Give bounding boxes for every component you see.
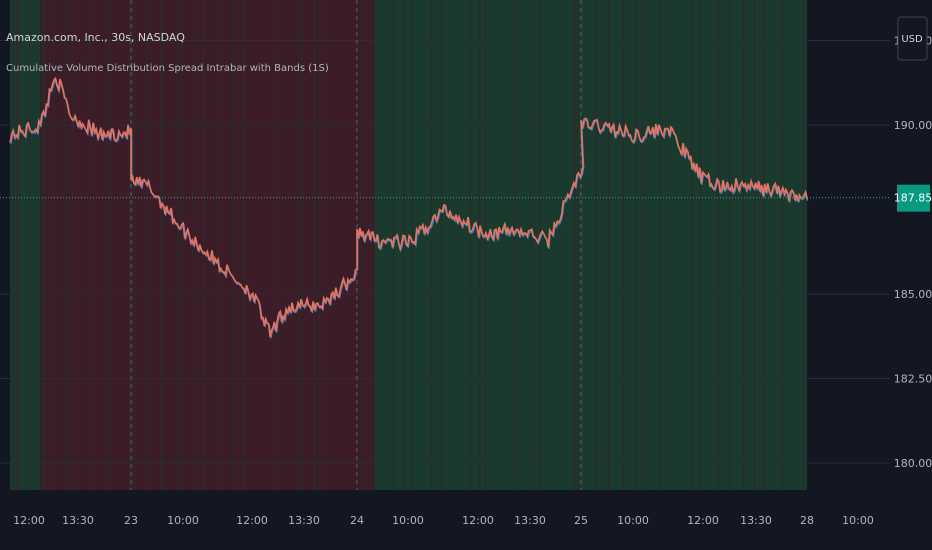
x-tick-label: 13:30: [740, 514, 772, 527]
regime-stripe: [623, 0, 625, 490]
x-tick-label: 10:00: [617, 514, 649, 527]
x-tick-label: 10:00: [392, 514, 424, 527]
regime-stripe: [301, 0, 303, 490]
x-tick-label: 10:00: [842, 514, 874, 527]
currency-label[interactable]: USD: [901, 34, 923, 45]
regime-stripe: [29, 0, 31, 490]
x-tick-label: 12:00: [236, 514, 268, 527]
regime-stripe: [181, 0, 183, 490]
regime-stripe: [129, 0, 131, 490]
regime-stripe: [530, 0, 532, 490]
regime-stripe: [19, 0, 21, 490]
regime-stripe: [43, 0, 46, 490]
regime-stripe: [232, 0, 234, 490]
regime-stripe: [431, 0, 433, 490]
regime-stripe: [243, 0, 245, 490]
indicator-title: Cumulative Volume Distribution Spread In…: [6, 63, 329, 74]
regime-stripe: [277, 0, 279, 490]
price-line: [9, 76, 808, 338]
regime-stripe: [412, 0, 414, 490]
regime-stripe: [89, 0, 91, 490]
regime-stripe: [729, 0, 731, 490]
last-price-value: 187.85: [894, 192, 932, 205]
regime-stripe: [403, 0, 405, 490]
x-tick-label: 12:00: [13, 514, 45, 527]
x-tick-label: 12:00: [687, 514, 719, 527]
regime-stripe: [469, 0, 471, 490]
regime-stripe: [660, 0, 662, 490]
regime-stripe: [319, 0, 321, 490]
regime-stripe: [759, 0, 761, 490]
regime-stripe: [514, 0, 516, 490]
grid: [0, 40, 890, 464]
regime-stripe: [602, 0, 604, 490]
regime-stripe: [479, 0, 481, 490]
regime-stripe: [608, 0, 610, 490]
x-tick-label: 23: [124, 514, 138, 527]
regime-stripe: [72, 0, 74, 490]
x-tick-label: 28: [800, 514, 814, 527]
x-tick-label: 13:30: [62, 514, 94, 527]
x-tick-label: 25: [574, 514, 588, 527]
regime-stripe: [163, 0, 165, 490]
regime-stripe: [314, 0, 316, 490]
regime-stripe: [203, 0, 205, 490]
regime-stripe: [370, 0, 372, 490]
regime-stripe: [298, 0, 300, 490]
regime-band-green: [10, 0, 41, 490]
y-tick-label: 182.50: [894, 372, 932, 385]
y-tick-label: 190.00: [894, 119, 932, 132]
x-axis: 12:00 13:30 23 10:00 12:00 13:30 24 10:00 12:00 1…: [13, 514, 874, 527]
regime-band-red: [40, 0, 375, 490]
day-separators: [130, 0, 582, 490]
x-tick-label: 13:30: [288, 514, 320, 527]
regime-stripe: [642, 0, 644, 490]
regime-stripe: [133, 0, 135, 490]
regime-stripe: [691, 0, 693, 490]
regime-stripe: [146, 0, 148, 490]
regime-stripe: [743, 0, 745, 490]
regime-stripe: [109, 0, 111, 490]
series-layer: [9, 76, 809, 339]
last-price-tag: [897, 184, 930, 212]
regime-stripe: [64, 0, 66, 490]
regime-stripe: [177, 0, 179, 490]
symbol-title: Amazon.com, Inc., 30s, NASDAQ: [6, 31, 185, 44]
regime-stripe: [539, 0, 541, 490]
regime-stripe: [16, 0, 18, 490]
regime-band-green: [374, 0, 807, 490]
regime-stripe: [484, 0, 486, 490]
regime-stripe: [217, 0, 219, 490]
regime-stripe: [763, 0, 765, 490]
regime-stripe: [13, 0, 15, 490]
regime-stripe: [717, 0, 719, 490]
x-tick-label: 10:00: [167, 514, 199, 527]
regime-stripe: [781, 0, 783, 490]
regime-stripe: [635, 0, 637, 490]
regime-stripe: [803, 0, 805, 490]
x-tick-label: 24: [350, 514, 364, 527]
regime-stripe: [441, 0, 443, 490]
regime-bands: [10, 0, 807, 490]
currency-button[interactable]: [897, 16, 928, 61]
y-tick-label: 185.00: [894, 288, 932, 301]
y-tick-label: 180.00: [894, 457, 932, 470]
x-tick-label: 13:30: [514, 514, 546, 527]
regime-stripe: [595, 0, 597, 490]
regime-stripe: [360, 0, 362, 490]
regime-stripe: [53, 0, 55, 490]
regime-stripe: [577, 0, 579, 490]
x-tick-label: 12:00: [462, 514, 494, 527]
regime-stripe: [700, 0, 702, 490]
regime-stripe: [574, 0, 576, 490]
regime-stripe: [160, 0, 162, 490]
regime-stripe: [754, 0, 756, 490]
